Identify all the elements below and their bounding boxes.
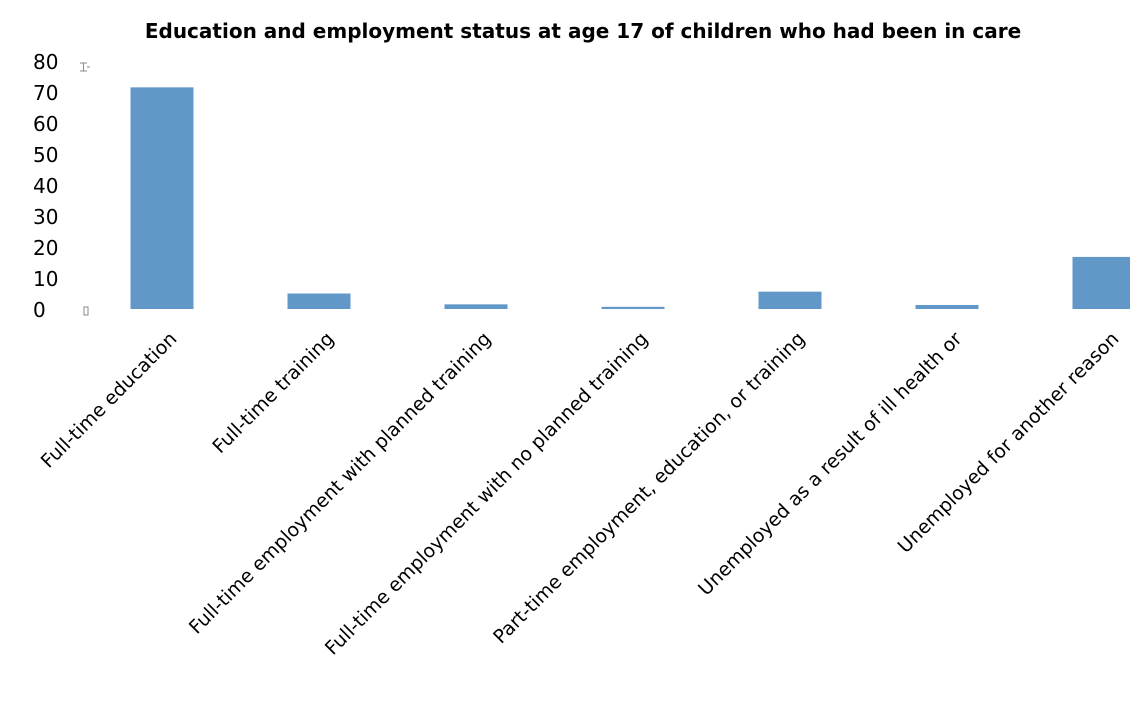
y-tick-label: 30 — [33, 205, 58, 229]
x-tick-label: Full-time employment with no planned tra… — [321, 328, 653, 660]
y-tick-label: 40 — [33, 174, 58, 198]
axis-markers — [80, 62, 90, 316]
x-axis-labels: Full-time education Full-time trainingFul… — [37, 328, 1124, 660]
x-tick-label: Full-time education — [37, 328, 182, 473]
bar — [758, 291, 822, 309]
y-tick-label: 0 — [33, 298, 46, 322]
bar — [601, 306, 665, 309]
bar — [1072, 256, 1130, 309]
y-tick-label: 20 — [33, 236, 58, 260]
y-tick-label: 50 — [33, 143, 58, 167]
bar — [287, 293, 351, 309]
bars-group — [130, 87, 1130, 309]
chart-title: Education and employment status at age 1… — [145, 19, 1021, 43]
x-tick-label: Part-time employment, education, or trai… — [489, 328, 809, 648]
tiny-bar-glyph-icon — [83, 306, 89, 316]
error-bar-glyph-icon — [80, 62, 90, 72]
y-axis-ticks: 0 10 20 30 40 50 60 70 80 — [33, 50, 58, 322]
x-tick-label: Full-time training — [208, 328, 338, 458]
y-tick-label: 10 — [33, 267, 58, 291]
bar — [915, 304, 979, 309]
y-tick-label: 70 — [33, 81, 58, 105]
x-tick-label: Full-time employment with planned traini… — [185, 328, 496, 639]
y-tick-label: 60 — [33, 112, 58, 136]
bar — [444, 304, 508, 309]
x-tick-label: Unemployed as a result of ill health or — [694, 328, 966, 600]
bar — [130, 87, 194, 309]
y-tick-label: 80 — [33, 50, 58, 74]
